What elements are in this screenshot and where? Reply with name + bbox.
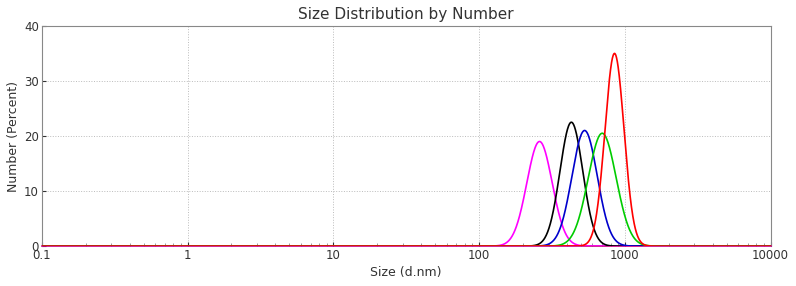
X-axis label: Size (d.nm): Size (d.nm)	[370, 266, 442, 279]
Y-axis label: Number (Percent): Number (Percent)	[7, 80, 20, 192]
Title: Size Distribution by Number: Size Distribution by Number	[298, 7, 514, 22]
